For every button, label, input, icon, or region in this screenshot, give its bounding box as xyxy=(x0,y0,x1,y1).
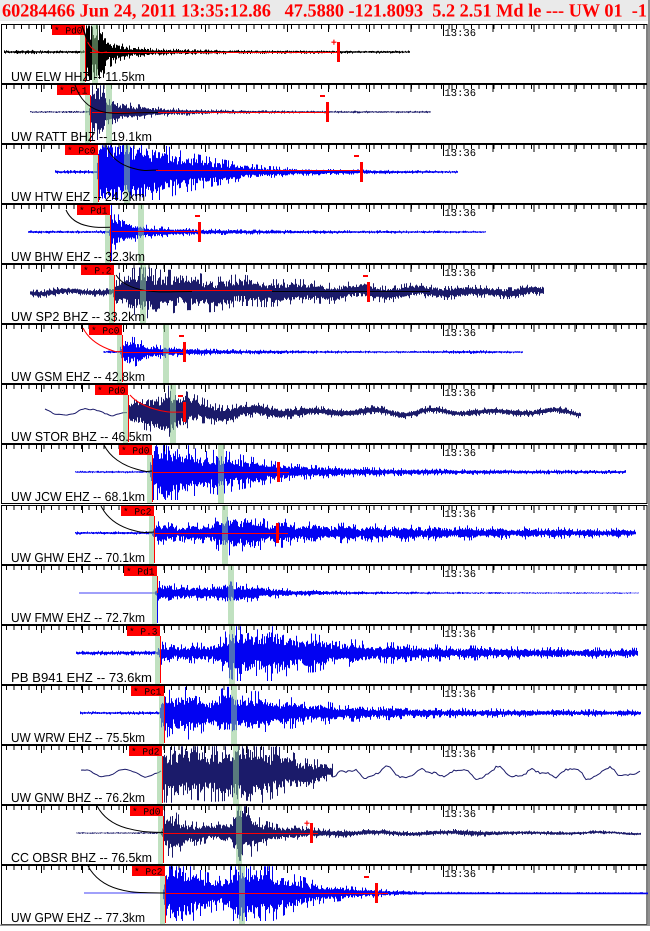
svg-text:13:36: 13:36 xyxy=(445,689,477,701)
svg-text:+: + xyxy=(331,38,337,49)
svg-text:* Pc1: * Pc1 xyxy=(133,687,162,698)
svg-text:* Pd2: * Pd2 xyxy=(131,747,160,758)
svg-text:CC OBSR BHZ -- 76.5km: CC OBSR BHZ -- 76.5km xyxy=(11,850,152,865)
svg-text:UW GPW EHZ -- 77.3km: UW GPW EHZ -- 77.3km xyxy=(11,910,145,925)
svg-text:* Pc2: * Pc2 xyxy=(123,507,152,518)
svg-text:UW GHW EHZ -- 70.1km: UW GHW EHZ -- 70.1km xyxy=(11,550,145,565)
svg-text:13:36: 13:36 xyxy=(445,88,477,100)
svg-text:* P.3: * P.3 xyxy=(129,627,158,638)
svg-text:13:36: 13:36 xyxy=(445,749,477,761)
svg-text:UW WRW EHZ -- 75.5km: UW WRW EHZ -- 75.5km xyxy=(11,730,145,745)
svg-text:* Pd1: * Pd1 xyxy=(79,206,108,217)
svg-text:UW JCW EHZ -- 68.1km: UW JCW EHZ -- 68.1km xyxy=(11,489,145,504)
svg-text:13:36: 13:36 xyxy=(445,809,477,821)
svg-text:* Pc0: * Pc0 xyxy=(67,146,96,157)
svg-text:13:36: 13:36 xyxy=(445,869,477,881)
svg-text:* Pd0: * Pd0 xyxy=(97,386,126,397)
svg-text:* Pd1: * Pd1 xyxy=(126,567,155,578)
svg-text:13:36: 13:36 xyxy=(445,448,477,460)
svg-text:UW HTW EHZ -- 24.2km: UW HTW EHZ -- 24.2km xyxy=(11,189,145,204)
svg-text:13:36: 13:36 xyxy=(445,388,477,400)
svg-text:+: + xyxy=(304,819,310,830)
svg-text:* Pd0: * Pd0 xyxy=(54,26,83,37)
svg-text:* Pd0: * Pd0 xyxy=(121,446,150,457)
svg-text:* Pd0: * Pd0 xyxy=(132,807,161,818)
svg-text:13:36: 13:36 xyxy=(445,629,477,641)
svg-text:13:36: 13:36 xyxy=(445,328,477,340)
svg-text:UW BHW EHZ -- 32.3km: UW BHW EHZ -- 32.3km xyxy=(11,249,145,264)
svg-text:UW RATT BHZ -- 19.1km: UW RATT BHZ -- 19.1km xyxy=(11,129,152,144)
svg-text:UW SP2 BHZ -- 33.2km: UW SP2 BHZ -- 33.2km xyxy=(11,309,145,324)
svg-text:* P.1: * P.1 xyxy=(59,86,88,97)
svg-text:* P.2: * P.2 xyxy=(83,266,112,277)
svg-text:* Pc2: * Pc2 xyxy=(134,867,163,878)
svg-text:13:36: 13:36 xyxy=(445,569,477,581)
svg-text:PB B941 EHZ -- 73.6km: PB B941 EHZ -- 73.6km xyxy=(11,670,152,685)
svg-text:* Pc0: * Pc0 xyxy=(91,326,120,337)
svg-text:13:36: 13:36 xyxy=(445,148,477,160)
svg-text:13:36: 13:36 xyxy=(445,268,477,280)
svg-text:60284466 Jun 24, 2011 13:35:12: 60284466 Jun 24, 2011 13:35:12.86 47.588… xyxy=(2,2,647,22)
svg-text:UW ELW HHZ -- 11.5km: UW ELW HHZ -- 11.5km xyxy=(11,69,145,84)
svg-text:UW GSM EHZ -- 42.8km: UW GSM EHZ -- 42.8km xyxy=(11,369,145,384)
svg-text:13:36: 13:36 xyxy=(445,509,477,521)
svg-text:UW STOR BHZ -- 46.5km: UW STOR BHZ -- 46.5km xyxy=(11,429,152,444)
svg-text:UW FMW EHZ -- 72.7km: UW FMW EHZ -- 72.7km xyxy=(11,610,145,625)
svg-text:UW GNW BHZ -- 76.2km: UW GNW BHZ -- 76.2km xyxy=(11,790,145,805)
svg-text:13:36: 13:36 xyxy=(445,208,477,220)
svg-text:13:36: 13:36 xyxy=(445,28,477,40)
